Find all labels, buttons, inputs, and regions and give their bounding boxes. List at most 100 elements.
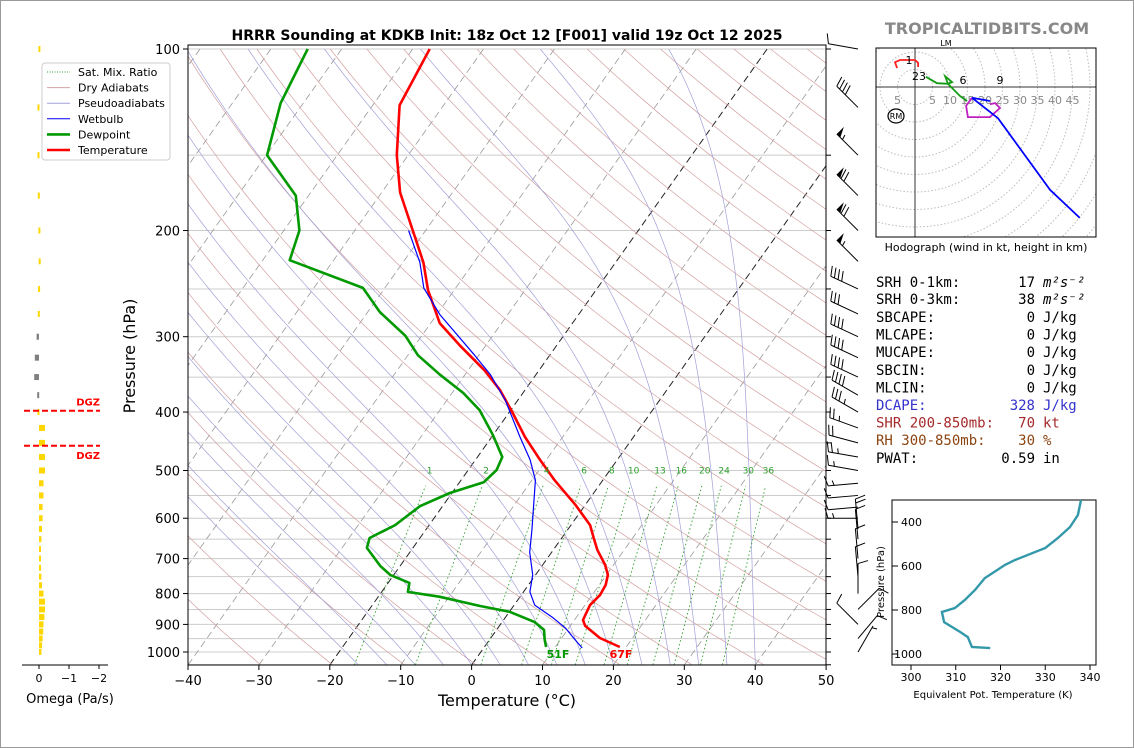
barb-flag xyxy=(833,355,837,367)
dry-adiabat xyxy=(329,48,826,472)
omega-bar xyxy=(39,467,45,474)
stat-label: MLCIN: xyxy=(876,380,927,396)
stat-row: SBCIN: 0 J/kg xyxy=(876,363,1077,379)
wind-barb xyxy=(823,499,859,511)
left-mover-label: LM xyxy=(940,39,951,48)
hodo-ring-label: 5 xyxy=(894,94,901,107)
barb-flag xyxy=(823,488,829,499)
stat-value: 0.59 xyxy=(1001,451,1035,467)
mixing-ratio-label: 13 xyxy=(654,467,665,477)
legend-label: Sat. Mix. Ratio xyxy=(78,66,158,79)
barb-shaft xyxy=(857,587,880,610)
y-tick-label: 400 xyxy=(155,406,180,421)
mixing-ratio-line xyxy=(414,485,483,665)
x-tick-label: 50 xyxy=(818,674,835,689)
mixing-ratio-label: 4 xyxy=(544,467,550,477)
omega-bar xyxy=(38,227,41,234)
y-tick-label: 500 xyxy=(155,464,180,479)
stat-row: MLCIN: 0 J/kg xyxy=(876,380,1077,396)
stat-label: PWAT: xyxy=(876,451,918,467)
barb-flag xyxy=(855,542,866,548)
omega-bar xyxy=(38,46,41,52)
stat-unit: J/kg xyxy=(1043,310,1077,326)
barb-half-flag xyxy=(831,480,835,486)
mixing-ratio-label: 36 xyxy=(763,467,775,477)
barb-flag xyxy=(831,369,835,381)
wind-barb xyxy=(826,441,859,458)
barb-pennant xyxy=(836,233,844,244)
wind-barb xyxy=(831,386,859,413)
omega-bar xyxy=(37,310,40,317)
surface-dewpoint-label: 51F xyxy=(547,648,570,661)
barb-flag xyxy=(837,337,841,349)
barb-shaft xyxy=(829,417,859,429)
theta-e-y-tick-label: 600 xyxy=(901,560,922,573)
x-tick-label: 30 xyxy=(676,674,693,689)
pseudoadiabat xyxy=(188,395,444,665)
mixing-ratio-line xyxy=(521,485,582,665)
omega-bar xyxy=(39,515,43,522)
pseudoadiabat xyxy=(668,48,756,665)
barb-flag xyxy=(830,353,833,365)
x-tick-label: 10 xyxy=(534,674,551,689)
pseudoadiabat xyxy=(188,495,359,665)
isotherm xyxy=(471,164,826,665)
dry-adiabat xyxy=(188,173,765,665)
barb-flag xyxy=(830,442,833,453)
right-mover-circle xyxy=(887,108,905,124)
stat-unit: J/kg xyxy=(1043,380,1077,396)
hodo-ring-label: 40 xyxy=(1048,94,1062,107)
stat-row: RH 300-850mb: 30% xyxy=(876,433,1052,449)
barb-shaft xyxy=(828,506,859,511)
stat-label: SRH 0-3km: xyxy=(876,292,960,308)
omega-tick-label: −1 xyxy=(61,672,77,685)
omega-bar xyxy=(39,582,42,589)
isotherm xyxy=(684,464,826,665)
wetbulb-line xyxy=(408,230,583,649)
dry-adiabat xyxy=(188,535,333,665)
right-mover-label: RM xyxy=(890,112,903,121)
omega-bar xyxy=(39,555,41,562)
dry-adiabat xyxy=(219,48,826,582)
dgz-label: DGZ xyxy=(76,398,100,409)
dry-adiabat xyxy=(188,473,405,665)
hodo-segment xyxy=(893,59,919,69)
legend-label: Wetbulb xyxy=(78,113,123,126)
mixing-ratio-label: 6 xyxy=(581,467,587,477)
wind-barb xyxy=(830,313,859,338)
x-tick-label: −40 xyxy=(174,674,201,689)
pseudoadiabat xyxy=(188,134,586,665)
theta-e-y-tick-label: 1000 xyxy=(894,648,922,661)
omega-bar xyxy=(39,628,44,635)
barb-flag xyxy=(833,292,837,304)
legend-label: Dewpoint xyxy=(78,128,131,141)
theta-e-y-tick-label: 400 xyxy=(901,516,922,529)
barb-flag xyxy=(840,169,847,179)
barb-flag xyxy=(831,386,835,398)
barb-flag xyxy=(826,33,829,44)
barb-flag xyxy=(841,375,846,387)
omega-bar xyxy=(34,374,39,381)
stat-value: 30 xyxy=(1018,433,1035,449)
barb-flag xyxy=(855,498,866,504)
barb-half-flag xyxy=(843,398,846,405)
mixing-ratio-label: 8 xyxy=(609,467,615,477)
barb-flag xyxy=(830,265,833,277)
omega-bar xyxy=(37,152,40,159)
wind-barb xyxy=(829,407,859,429)
isotherm xyxy=(188,48,555,566)
dry-adiabat xyxy=(188,232,693,665)
hodo-segment xyxy=(971,96,1081,219)
barb-shaft xyxy=(857,625,874,653)
x-axis-label: Temperature (°C) xyxy=(437,691,576,710)
pseudoadiabat xyxy=(188,431,416,665)
barb-shaft xyxy=(828,494,859,499)
mixing-ratio-label: 30 xyxy=(743,467,755,477)
dgz-label: DGZ xyxy=(76,451,100,462)
barb-flag xyxy=(829,407,831,418)
stat-value: 38 xyxy=(1018,292,1035,308)
barb-flag xyxy=(833,267,837,279)
y-tick-label: 300 xyxy=(155,331,180,346)
